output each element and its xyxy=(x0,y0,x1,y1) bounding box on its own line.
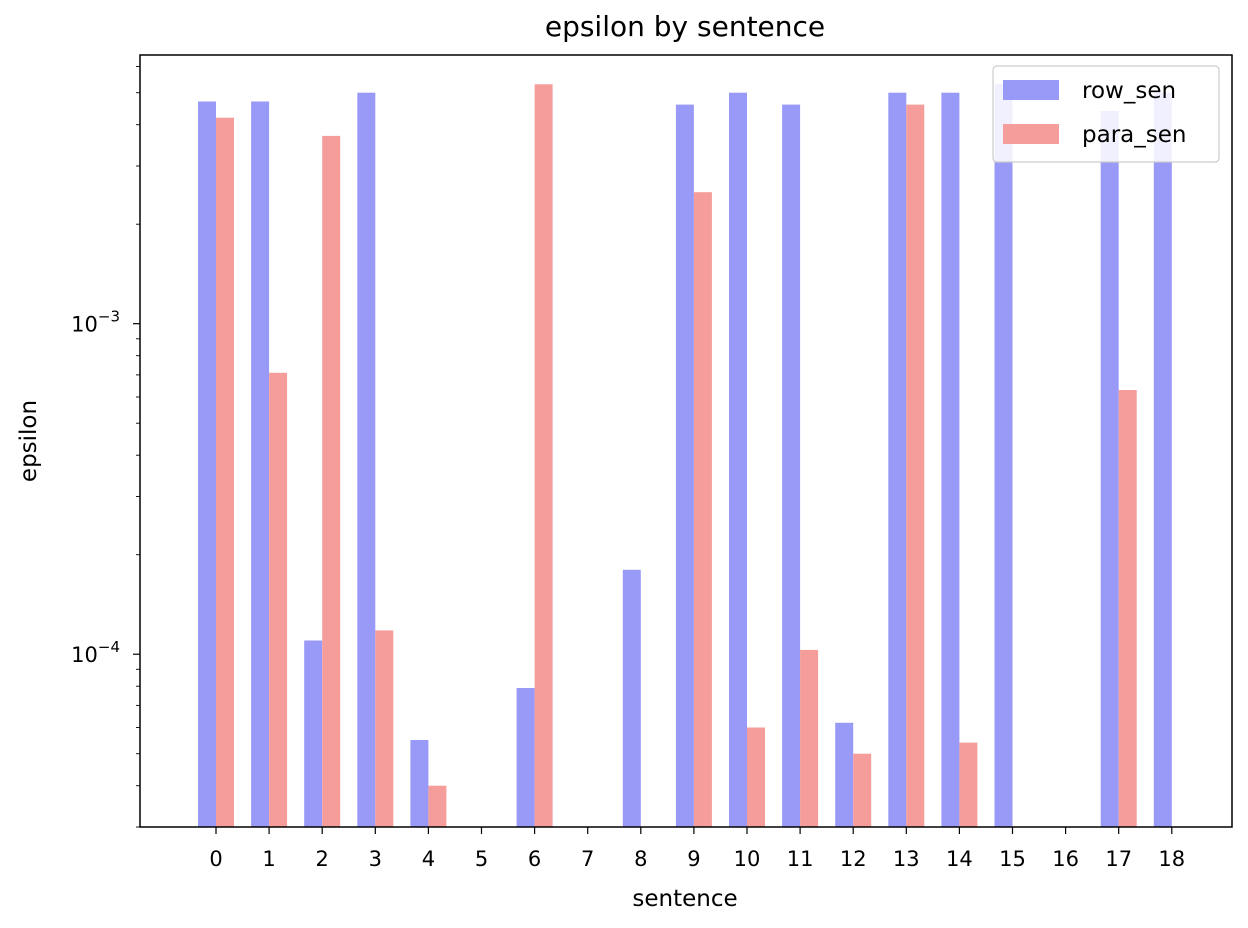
x-tick-label: 6 xyxy=(528,847,541,871)
x-tick-label: 12 xyxy=(840,847,867,871)
bar-row_sen-1 xyxy=(251,101,270,827)
x-tick-label: 10 xyxy=(734,847,761,871)
bar-para_sen-6 xyxy=(534,84,553,828)
legend-label-row_sen: row_sen xyxy=(1082,78,1176,104)
x-axis: 0 1 2 3 4 5 6 7 8 9 10 11 12 13 14 15 16 17 18 xyxy=(209,827,1185,871)
bar-row_sen-12 xyxy=(835,722,854,827)
y-axis-label: epsilon xyxy=(16,400,42,482)
bar-para_sen-3 xyxy=(375,630,394,827)
bar-para_sen-12 xyxy=(853,753,872,827)
bar-para_sen-14 xyxy=(959,742,978,827)
plot-frame xyxy=(139,54,1233,828)
x-tick-label: 16 xyxy=(1052,847,1079,871)
bar-para_sen-10 xyxy=(747,727,765,827)
bar-row_sen-11 xyxy=(782,104,801,828)
x-tick-label: 7 xyxy=(581,847,594,871)
y-axis: 10−3 10−4 xyxy=(71,66,140,828)
bar-para_sen-4 xyxy=(428,785,447,827)
bar-row_sen-9 xyxy=(675,104,694,828)
bar-row_sen-18 xyxy=(1153,92,1172,827)
y-tick-label: 10−3 xyxy=(71,308,120,337)
x-tick-label: 14 xyxy=(946,847,973,871)
x-tick-label: 9 xyxy=(687,847,700,871)
bar-para_sen-13 xyxy=(906,104,925,828)
x-tick-label: 15 xyxy=(999,847,1026,871)
x-tick-label: 5 xyxy=(475,847,488,871)
bar-para_sen-11 xyxy=(800,649,819,827)
y-tick-label: 10−4 xyxy=(71,638,120,667)
bar-row_sen-3 xyxy=(357,92,376,827)
legend-label-para_sen: para_sen xyxy=(1082,122,1186,148)
bar-row_sen-10 xyxy=(729,92,747,827)
x-tick-label: 4 xyxy=(422,847,435,871)
bar-para_sen-9 xyxy=(693,192,712,827)
x-tick-label: 2 xyxy=(316,847,329,871)
bar-row_sen-6 xyxy=(516,688,535,827)
bar-row_sen-14 xyxy=(941,92,960,827)
x-tick-label: 8 xyxy=(634,847,647,871)
bar-row_sen-8 xyxy=(622,569,641,827)
bar-para_sen-0 xyxy=(216,117,234,827)
x-tick-label: 1 xyxy=(262,847,275,871)
bar-para_sen-2 xyxy=(322,135,341,827)
legend-swatch-row_sen xyxy=(1003,80,1059,100)
bar-row_sen-0 xyxy=(198,101,216,827)
x-axis-label: sentence xyxy=(632,886,737,912)
x-tick-label: 3 xyxy=(369,847,382,871)
bar-row_sen-2 xyxy=(304,640,323,827)
bar-row_sen-13 xyxy=(888,92,907,827)
bar-row_sen-15 xyxy=(994,84,1013,828)
bar-para_sen-17 xyxy=(1118,390,1137,827)
x-tick-label: 13 xyxy=(893,847,920,871)
legend: row_sen para_sen xyxy=(992,65,1220,163)
legend-swatch-para_sen xyxy=(1003,124,1059,144)
chart-title: epsilon by sentence xyxy=(545,10,825,43)
x-tick-label: 11 xyxy=(787,847,814,871)
x-tick-label: 18 xyxy=(1158,847,1185,871)
bar-row_sen-17 xyxy=(1100,111,1119,827)
x-tick-label: 0 xyxy=(209,847,222,871)
bars xyxy=(198,84,1172,828)
bar-row_sen-4 xyxy=(410,740,429,827)
x-tick-label: 17 xyxy=(1105,847,1132,871)
bar-para_sen-1 xyxy=(269,372,288,827)
